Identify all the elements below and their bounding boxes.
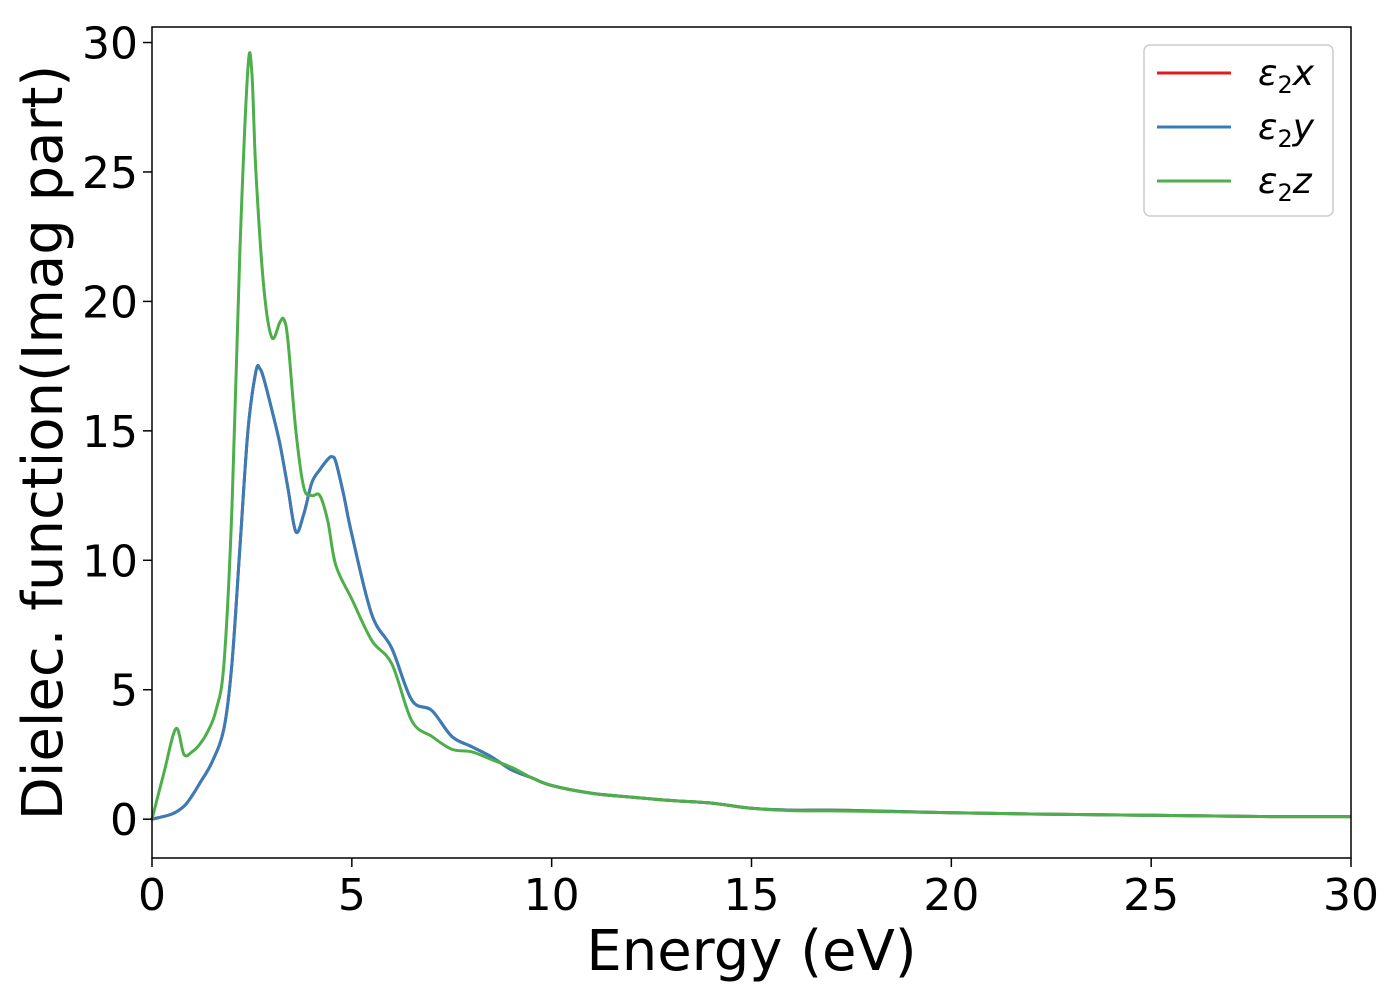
legend: ε2x ε2y ε2z: [1143, 44, 1334, 217]
y-axis-ticks: 0 5 10 15 20 25 30: [82, 19, 152, 846]
y-tick-label: 25: [82, 148, 138, 199]
legend-entry-z: ε2z: [1258, 161, 1313, 207]
series-line-z-3: [150, 51, 1352, 820]
x-tick-label: 0: [138, 870, 166, 921]
x-tick-label: 20: [923, 870, 979, 921]
legend-box: [1143, 44, 1334, 217]
y-tick-label: 20: [82, 277, 138, 328]
x-tick-label: 15: [724, 870, 780, 921]
legend-entry-y: ε2y: [1258, 107, 1315, 153]
legend-entry-x: ε2x: [1258, 53, 1315, 99]
y-axis-label: Dielec. function(Imag part): [11, 65, 76, 821]
y-tick-label: 5: [110, 666, 138, 717]
x-tick-label: 30: [1323, 870, 1379, 921]
x-tick-label: 25: [1123, 870, 1179, 921]
y-tick-label: 10: [82, 536, 138, 587]
y-tick-label: 30: [82, 19, 138, 70]
y-tick-label: 0: [110, 795, 138, 846]
x-axis-label: Energy (eV): [586, 919, 916, 984]
x-tick-label: 5: [338, 870, 366, 921]
x-tick-label: 10: [524, 870, 580, 921]
plot-area: [150, 51, 1352, 821]
y-tick-label: 15: [82, 407, 138, 458]
x-axis-ticks: 0 5 10 15 20 25 30: [138, 858, 1379, 921]
